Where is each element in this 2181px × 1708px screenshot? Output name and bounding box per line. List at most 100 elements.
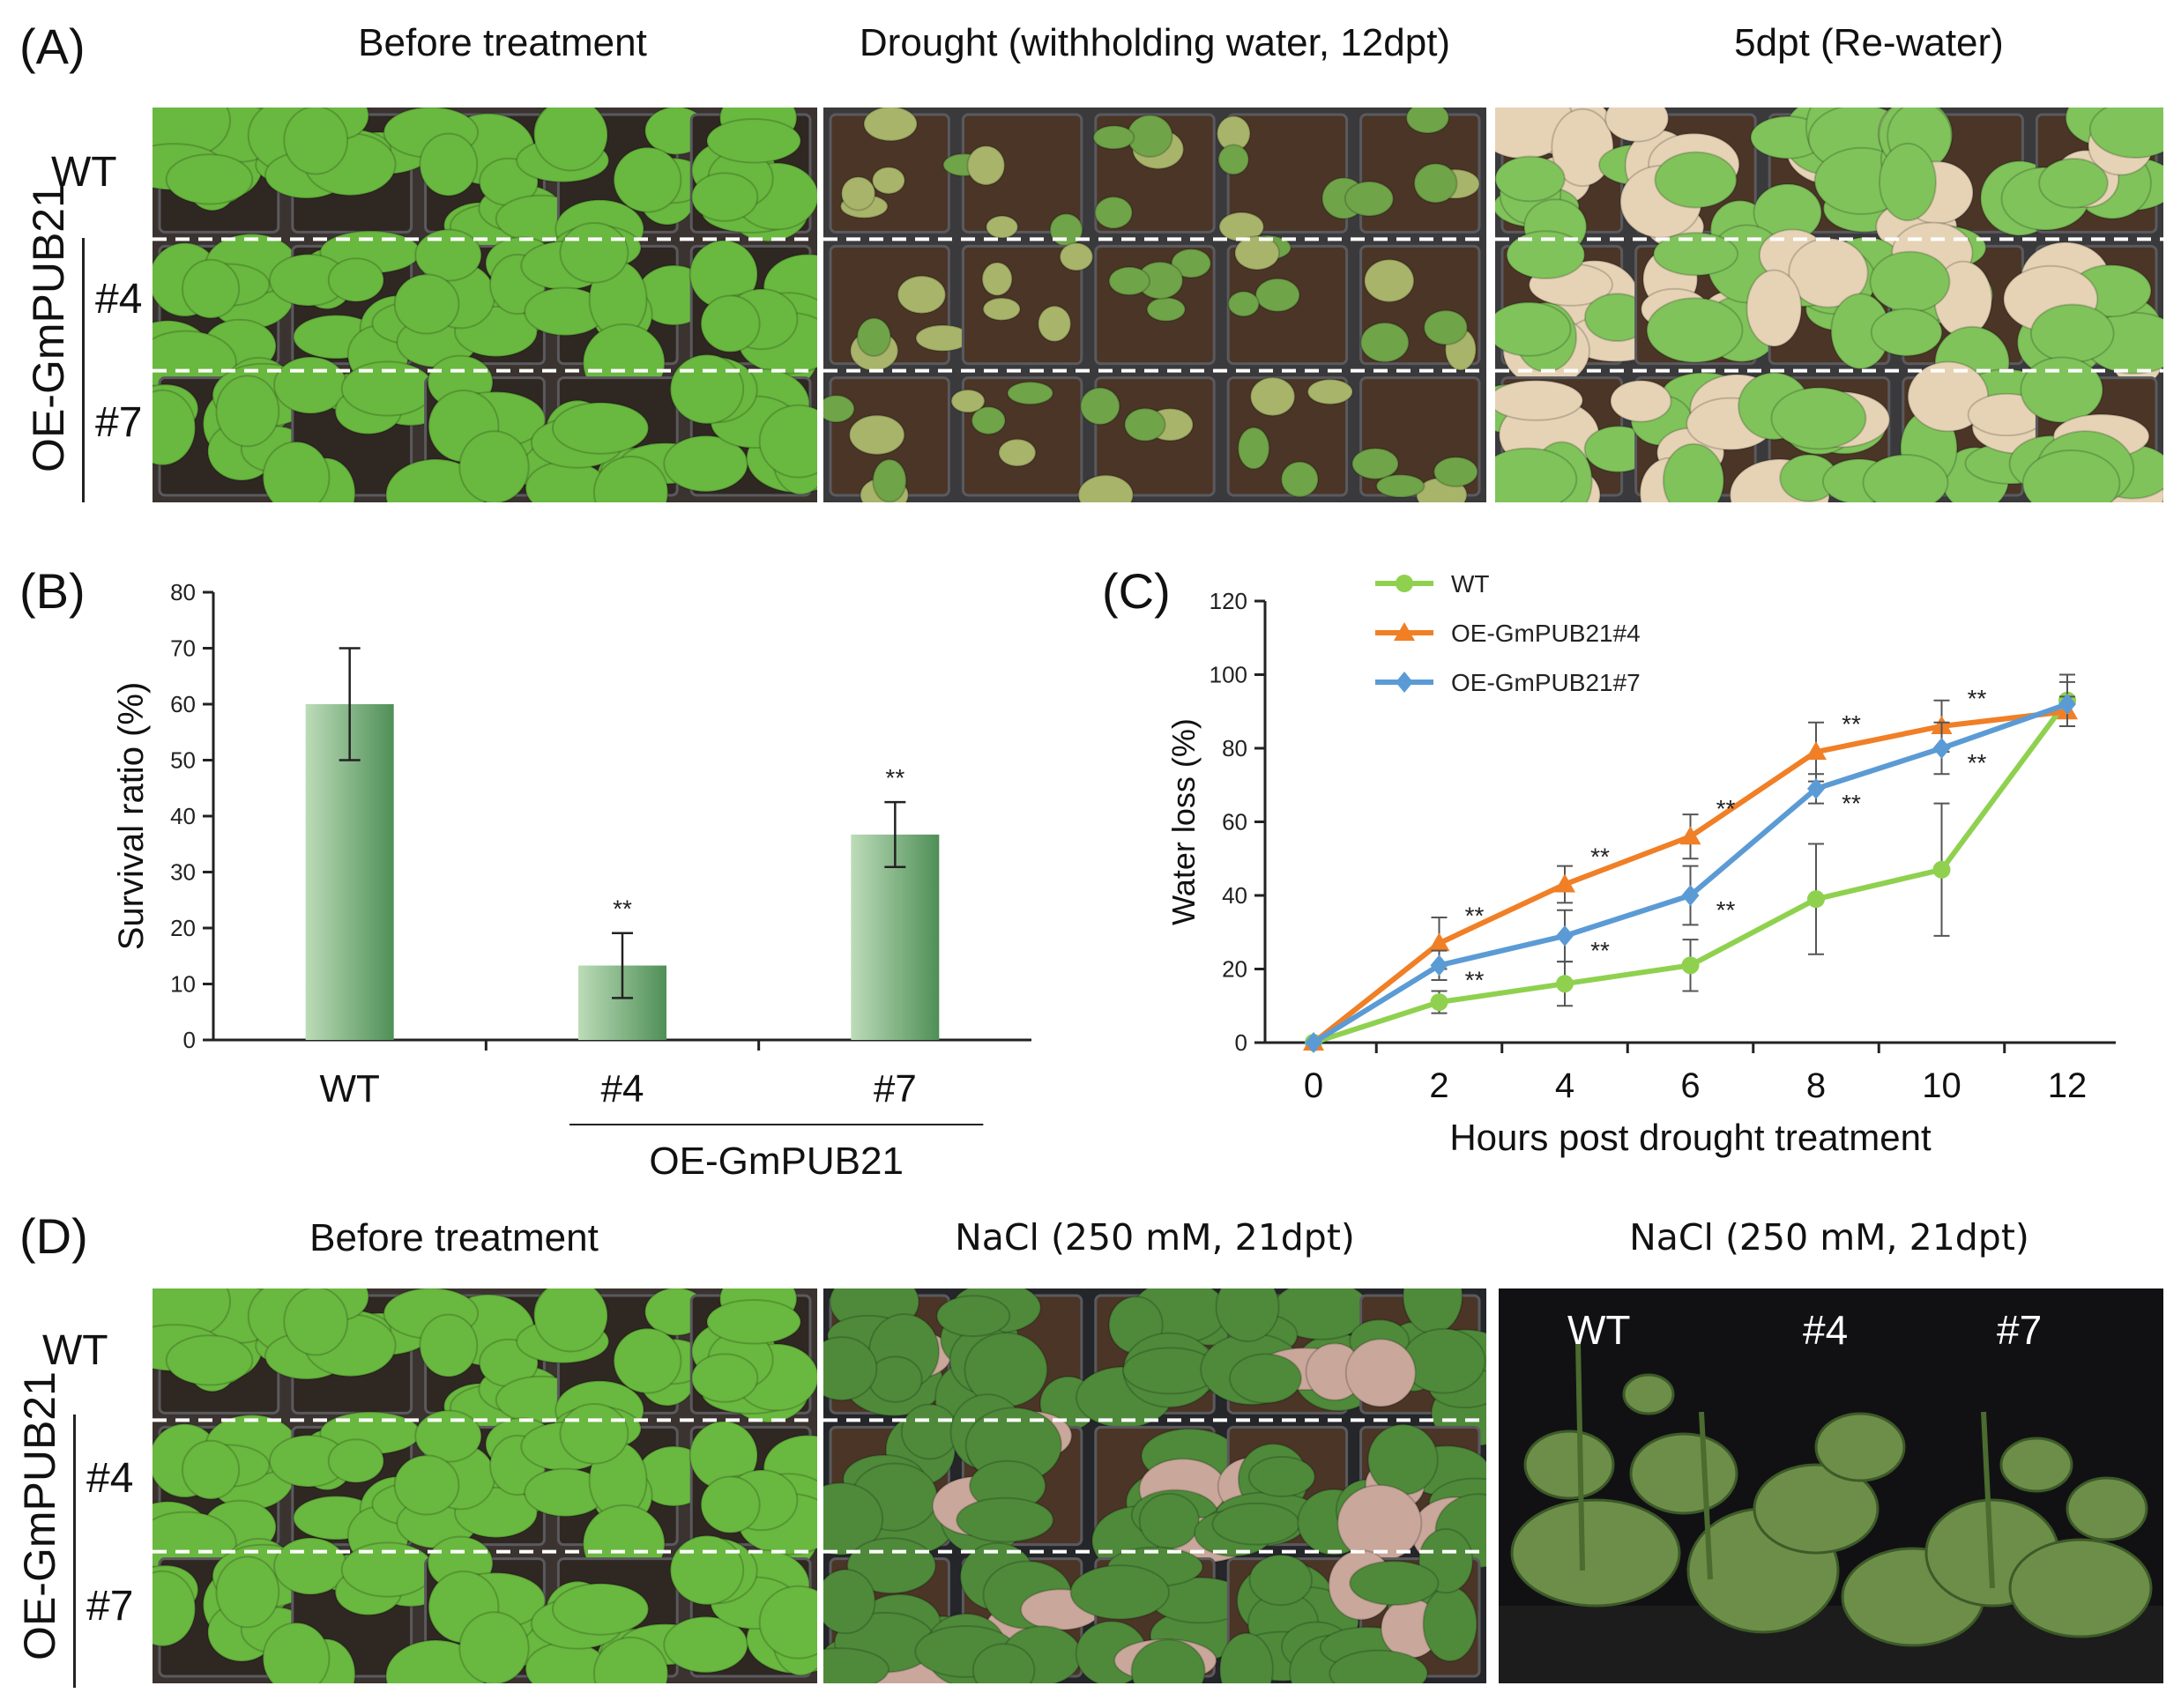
leaf	[1551, 108, 1614, 188]
leaf	[690, 1353, 759, 1403]
y-tick-label: 50	[170, 747, 196, 774]
leaf	[700, 1475, 761, 1534]
y-tick-label: 30	[170, 859, 196, 886]
x-tick-label: 0	[1304, 1066, 1323, 1105]
panel-a-photo-drought	[823, 108, 1486, 502]
legend-label: OE-GmPUB21#4	[1451, 620, 1641, 647]
data-point	[1807, 777, 1825, 799]
panel-b-bar-chart: 0 10 20 30 40 50 60 70 80 WT ** #4 ** #7 OE-GmPUB21 Sur…	[112, 579, 1031, 1181]
leaf	[1280, 461, 1320, 498]
leaf	[1646, 297, 1744, 364]
data-point	[1396, 672, 1413, 693]
y-tick-label: 20	[170, 915, 196, 941]
data-point	[1305, 1032, 1322, 1053]
leaf	[871, 166, 906, 195]
legend-label: OE-GmPUB21#7	[1451, 669, 1641, 696]
y-tick-label: 40	[1222, 882, 1247, 909]
leaf	[559, 222, 629, 284]
leaf	[1211, 1502, 1300, 1546]
leaf	[1049, 212, 1083, 248]
leaf	[981, 261, 1013, 297]
y-tick-label: 0	[1235, 1029, 1247, 1056]
leaf	[1654, 151, 1738, 209]
leaf	[998, 438, 1037, 467]
leaf	[1170, 248, 1212, 278]
leaf	[419, 132, 479, 197]
x-tick-label: 4	[1555, 1066, 1574, 1105]
leaf	[1079, 387, 1120, 426]
pot	[961, 376, 1083, 497]
panel-d-row-7: #7	[86, 1583, 134, 1630]
leaf	[419, 1313, 479, 1378]
leaf	[1610, 379, 1672, 423]
panel-d-photo-nacl-plants: WT #4 #7	[1499, 1288, 2163, 1683]
leaf	[823, 1568, 876, 1635]
leaf	[1138, 1492, 1200, 1549]
leaf	[1344, 1338, 1417, 1407]
y-axis-label: Water loss (%)	[1165, 718, 1202, 925]
leaf	[840, 175, 876, 212]
leaf	[153, 1570, 197, 1647]
leaf	[2038, 158, 2109, 209]
leaf	[985, 215, 1019, 240]
leaf	[1233, 234, 1280, 271]
leaf	[1879, 142, 1937, 222]
leaf	[863, 108, 919, 142]
panel-a-col-rewater: 5dpt (Re-water)	[1734, 21, 2004, 64]
leaf	[950, 389, 986, 413]
data-point	[1554, 873, 1575, 893]
leaf	[1349, 1560, 1440, 1607]
panel-d-photo-before	[153, 1288, 817, 1683]
leaf	[966, 145, 1006, 186]
panel-a-col-drought: Drought (withholding water, 12dpt)	[859, 21, 1451, 64]
leaf	[1870, 308, 1943, 357]
leaf	[1249, 376, 1296, 417]
leaf	[872, 458, 907, 502]
leaf	[1227, 290, 1260, 317]
leaf	[181, 258, 241, 319]
y-tick-label: 0	[183, 1027, 196, 1053]
leaf	[559, 1403, 629, 1465]
leaf	[1746, 269, 1803, 347]
leaf	[1094, 196, 1134, 230]
panel-d-label: (D)	[19, 1208, 88, 1264]
leaf	[551, 401, 650, 455]
leaf	[1652, 232, 1739, 277]
leaf	[1248, 1554, 1314, 1607]
y-tick-label: 10	[170, 971, 196, 998]
leaf	[215, 1556, 280, 1629]
panel-d-photo-nacl-trays	[823, 1288, 1486, 1683]
panel-b-label: (B)	[19, 563, 86, 619]
panel-d-row-wt: WT	[42, 1327, 108, 1374]
x-tick-label: 12	[2048, 1066, 2088, 1105]
x-tick-label: 2	[1429, 1066, 1448, 1105]
panel-a-col-before: Before treatment	[358, 21, 647, 64]
leaf	[458, 430, 530, 502]
photo-illustration	[153, 108, 817, 502]
leaf	[1344, 180, 1395, 218]
significance-label: **	[1465, 966, 1485, 993]
leaf	[592, 456, 669, 502]
y-tick-label: 40	[170, 803, 196, 829]
x-tick-label: #4	[601, 1067, 644, 1110]
leaf	[1495, 447, 1578, 502]
panel-d-photo-label-7: #7	[1997, 1307, 2043, 1353]
y-axis-label: Survival ratio (%)	[112, 682, 151, 951]
leaf	[1862, 453, 1949, 502]
leaf	[2029, 303, 2115, 364]
x-axis-label: Hours post drought treatment	[1449, 1117, 1932, 1158]
leaf	[690, 172, 759, 222]
leaf	[1123, 407, 1166, 442]
leaf	[1363, 258, 1415, 303]
panel-a-photo-before	[153, 108, 817, 502]
leaf	[165, 1334, 254, 1386]
significance-label: **	[613, 895, 632, 923]
photo-illustration	[823, 1288, 1486, 1683]
leaf	[823, 394, 855, 423]
data-point	[1430, 954, 1448, 977]
panel-c-label: (C)	[1102, 563, 1171, 619]
leaf	[1402, 1327, 1486, 1394]
leaf	[262, 1622, 331, 1683]
leaf	[700, 294, 761, 353]
